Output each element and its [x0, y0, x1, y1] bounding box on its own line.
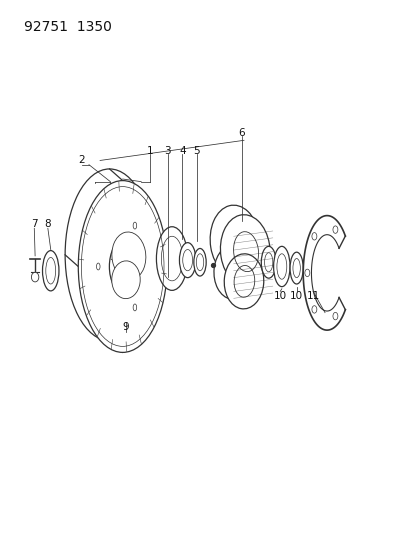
Ellipse shape [273, 246, 290, 287]
Ellipse shape [109, 241, 136, 292]
Ellipse shape [224, 254, 263, 309]
Text: 5: 5 [193, 146, 199, 156]
Text: 6: 6 [238, 128, 244, 138]
Text: 4: 4 [178, 146, 185, 156]
Ellipse shape [31, 272, 39, 282]
Ellipse shape [156, 227, 187, 290]
Ellipse shape [179, 243, 195, 278]
Text: 2: 2 [78, 156, 85, 165]
Ellipse shape [43, 251, 59, 291]
Text: 92751  1350: 92751 1350 [24, 20, 112, 34]
Text: 8: 8 [45, 219, 51, 229]
Ellipse shape [261, 246, 275, 278]
Text: 3: 3 [164, 146, 171, 156]
Ellipse shape [78, 181, 167, 352]
Ellipse shape [193, 248, 206, 276]
Ellipse shape [65, 169, 154, 341]
Ellipse shape [220, 215, 269, 286]
Ellipse shape [210, 205, 259, 277]
Text: 11: 11 [306, 290, 319, 301]
Ellipse shape [96, 307, 155, 330]
Text: 1: 1 [147, 146, 153, 156]
Ellipse shape [214, 244, 253, 300]
Text: 7: 7 [31, 219, 38, 229]
Ellipse shape [290, 252, 302, 284]
Text: 10: 10 [273, 290, 286, 301]
Ellipse shape [112, 232, 145, 280]
Ellipse shape [112, 261, 140, 298]
Text: 9: 9 [122, 322, 128, 333]
Text: 10: 10 [290, 290, 302, 301]
